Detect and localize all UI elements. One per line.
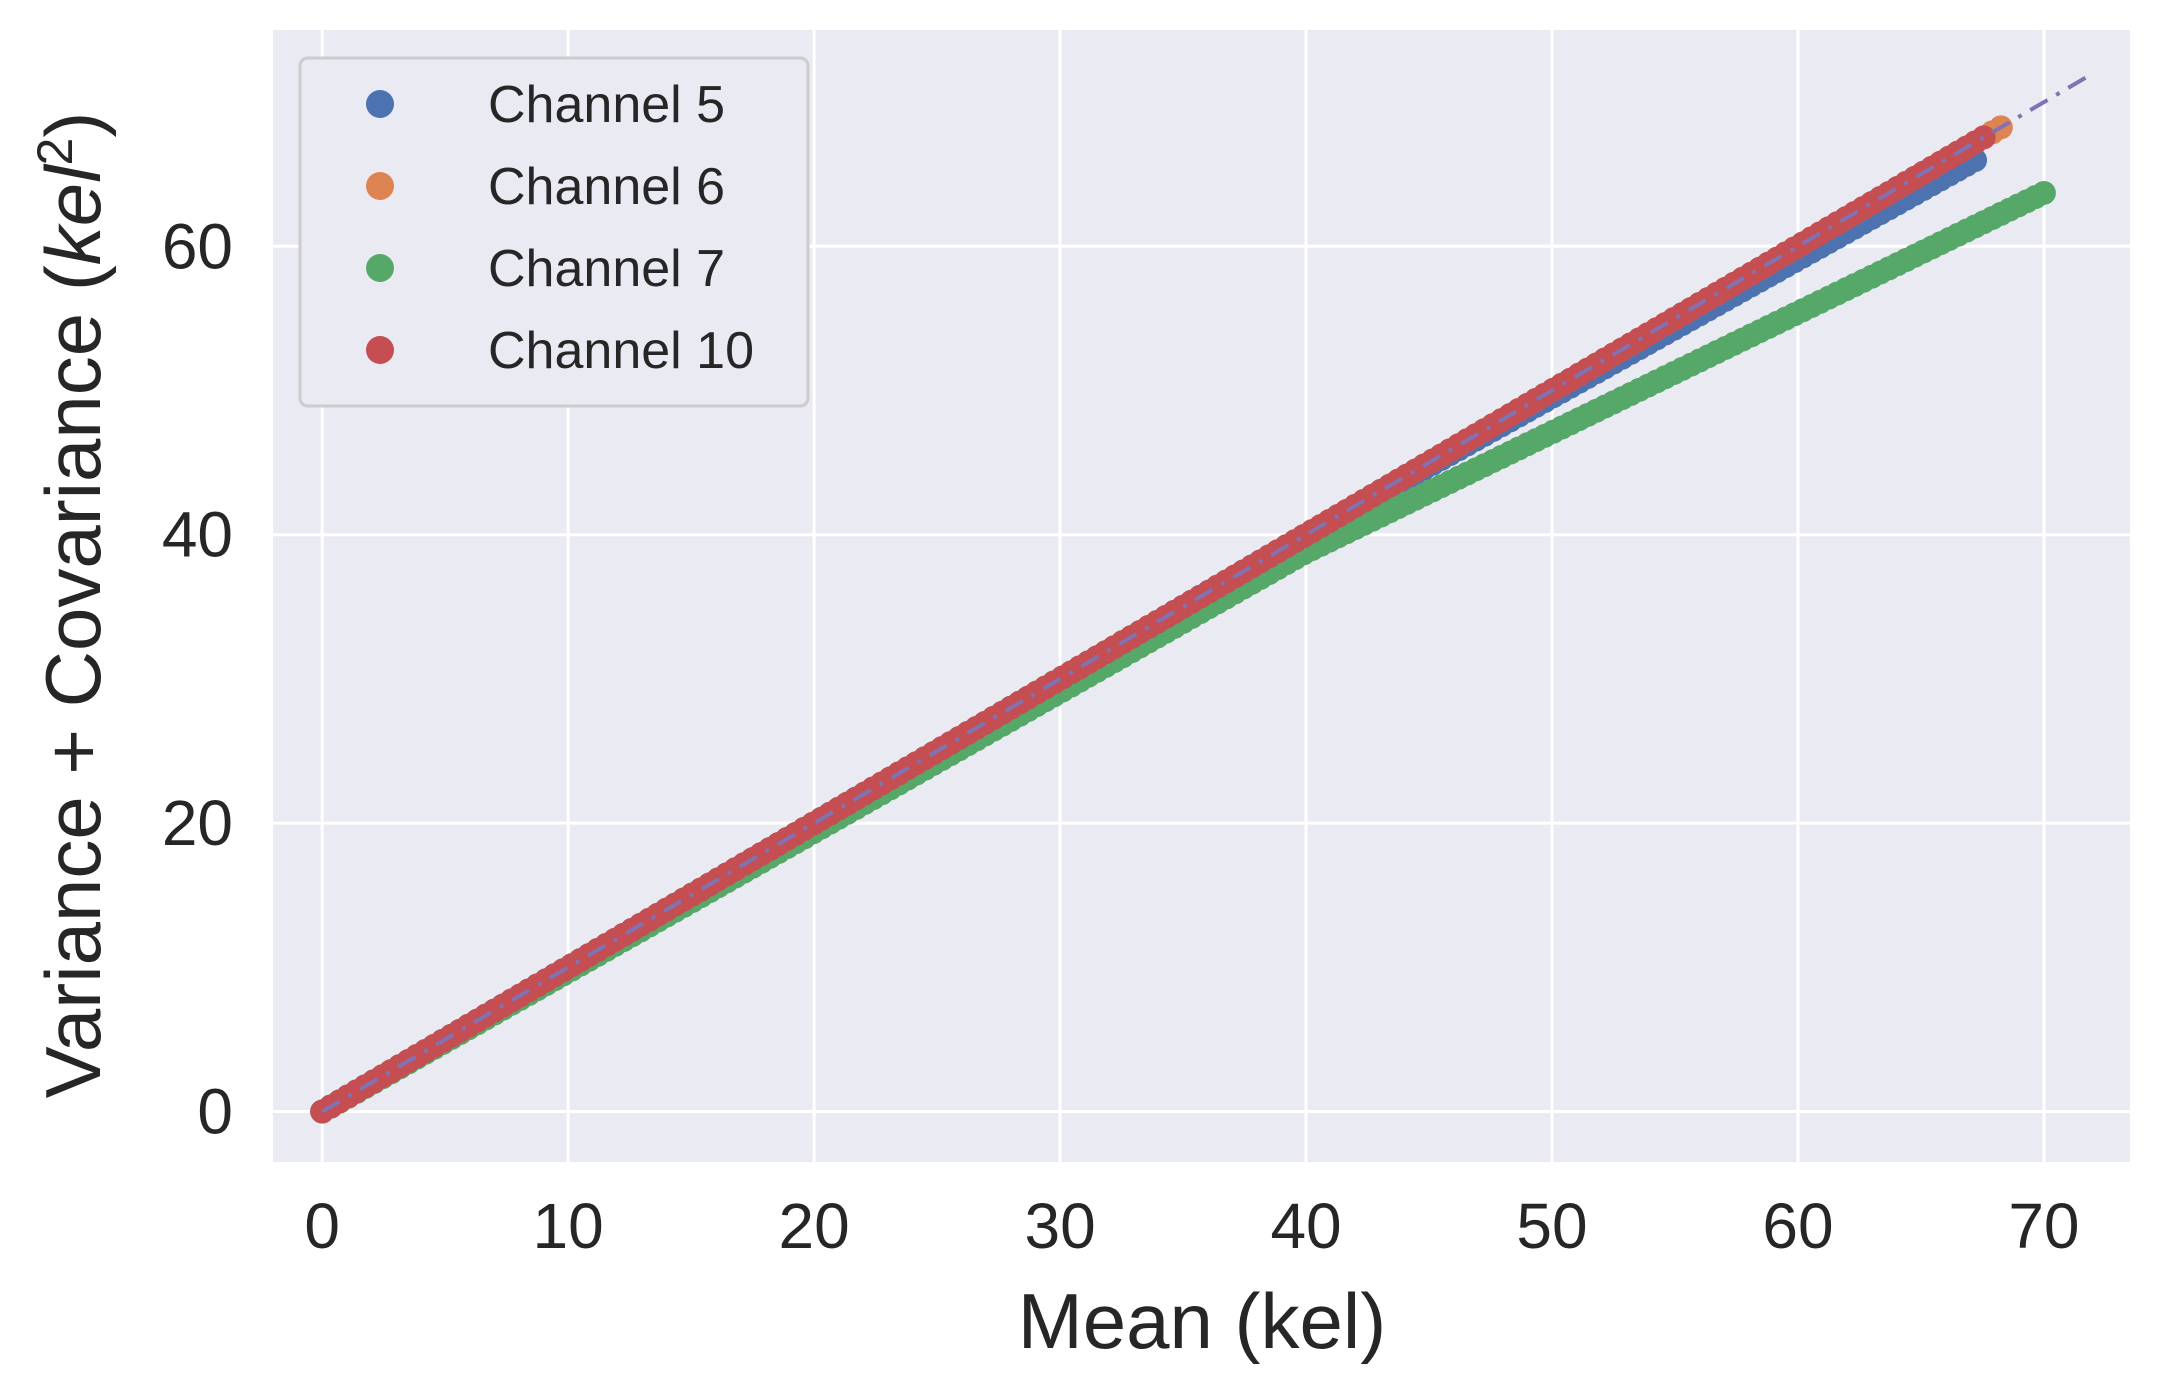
- legend-marker: [366, 336, 394, 364]
- x-tick-label: 70: [2008, 1190, 2079, 1262]
- legend-marker: [366, 172, 394, 200]
- legend: Channel 5 Channel 6 Channel 7 Channel 10: [298, 56, 810, 408]
- y-tick-label: 40: [162, 499, 233, 571]
- reference-line: [321, 71, 2095, 1114]
- data-point: [2031, 180, 2056, 205]
- y-tick-label: 60: [162, 210, 233, 282]
- y-tick-label: 0: [197, 1076, 233, 1148]
- x-tick-label: 30: [1024, 1190, 1095, 1262]
- legend-marker: [366, 254, 394, 282]
- x-tick-label: 20: [779, 1190, 850, 1262]
- x-tick-label: 50: [1516, 1190, 1587, 1262]
- legend-box: [298, 56, 810, 408]
- legend-marker: [366, 90, 394, 118]
- y-axis-label: Variance + Covariance (kel2): [27, 112, 117, 1099]
- legend-label: Channel 5: [488, 76, 725, 134]
- x-tick-label: 60: [1762, 1190, 1833, 1262]
- y-tick-label: 20: [162, 787, 233, 859]
- x-tick-label: 10: [533, 1190, 604, 1262]
- x-axis-label: Mean (kel): [1018, 1277, 1386, 1365]
- legend-label: Channel 10: [488, 322, 754, 380]
- grid: [273, 30, 2130, 1162]
- legend-label: Channel 7: [488, 240, 725, 298]
- x-tick-labels: 0 10 20 30 40 50 60 70: [304, 1190, 2079, 1262]
- series-layer: [310, 115, 2056, 1124]
- x-tick-label: 40: [1270, 1190, 1341, 1262]
- y-tick-labels: 0 20 40 60: [162, 210, 233, 1147]
- x-tick-label: 0: [304, 1190, 340, 1262]
- legend-label: Channel 6: [488, 158, 725, 216]
